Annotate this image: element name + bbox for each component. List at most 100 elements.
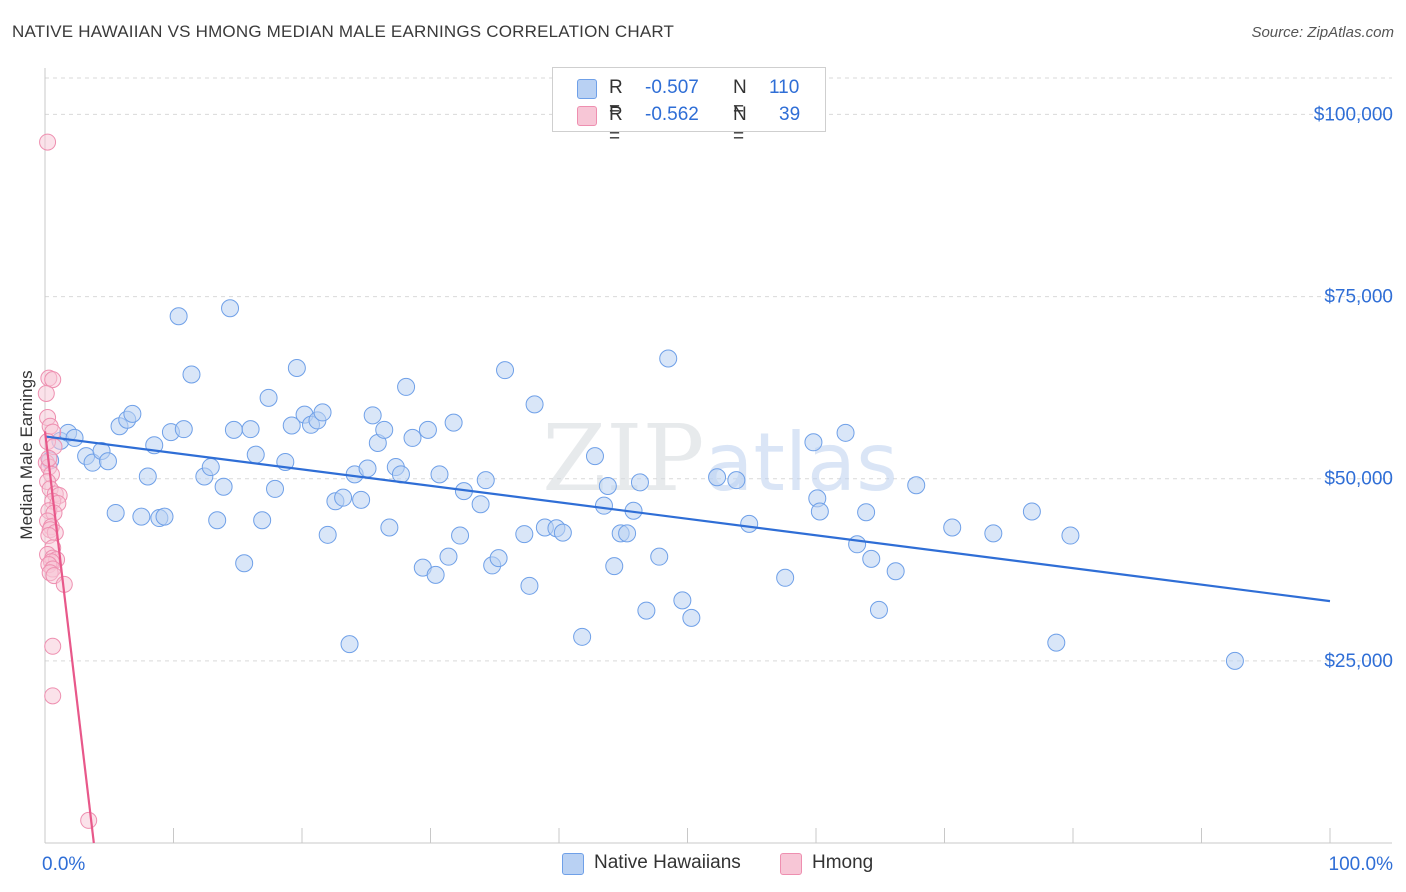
point-native-hawaiian (241, 420, 260, 439)
point-native-hawaiian (313, 403, 332, 422)
point-native-hawaiian (869, 600, 888, 619)
point-native-hawaiian (862, 549, 881, 568)
point-hmong (44, 637, 62, 655)
point-native-hawaiian (397, 377, 416, 396)
point-native-hawaiian (907, 476, 926, 495)
legend-r-value: -0.507 (645, 77, 699, 98)
point-hmong (44, 371, 62, 389)
legend-swatch-pink (577, 106, 597, 126)
point-native-hawaiian (659, 349, 678, 368)
point-native-hawaiian (282, 416, 301, 435)
point-native-hawaiian (201, 458, 220, 477)
correlation-legend: R = -0.507 N = 110 R = -0.562 N = 39 (552, 67, 826, 147)
point-native-hawaiian (857, 503, 876, 522)
legend-n-label: N = (733, 77, 747, 120)
point-native-hawaiian (403, 428, 422, 447)
point-native-hawaiian (1061, 526, 1080, 545)
point-hmong (39, 133, 57, 151)
point-native-hawaiian (214, 477, 233, 496)
point-native-hawaiian (776, 568, 795, 587)
point-native-hawaiian (418, 420, 437, 439)
y-tick-label: $50,000 (1324, 469, 1393, 490)
watermark-atlas: atlas (704, 416, 897, 509)
legend-r-label: R = (609, 104, 623, 147)
point-native-hawaiian (984, 524, 1003, 543)
point-native-hawaiian (259, 388, 278, 407)
point-hmong (37, 384, 55, 402)
point-native-hawaiian (520, 576, 539, 595)
point-native-hawaiian (266, 479, 285, 498)
trend-lines (43, 431, 1331, 844)
point-native-hawaiian (650, 547, 669, 566)
series-native-hawaiians (41, 299, 1244, 670)
point-native-hawaiian (132, 507, 151, 526)
legend-n-value: 110 (769, 77, 800, 98)
point-native-hawaiian (496, 361, 515, 380)
point-native-hawaiian (553, 523, 572, 542)
legend-swatch-blue (577, 79, 597, 99)
point-native-hawaiian (246, 445, 265, 464)
point-native-hawaiian (253, 511, 272, 530)
point-native-hawaiian (637, 601, 656, 620)
y-tick-labels: $25,000 $50,000 $75,000 $100,000 (1314, 104, 1393, 671)
point-native-hawaiian (573, 627, 592, 646)
point-native-hawaiian (334, 488, 353, 507)
point-native-hawaiian (810, 502, 829, 521)
point-native-hawaiian (585, 447, 604, 466)
watermark: ZIPatlas (542, 405, 898, 512)
gridlines (45, 77, 1392, 662)
point-native-hawaiian (618, 524, 637, 543)
legend-r-label: R = (609, 77, 623, 120)
legend-n-value: 39 (779, 104, 801, 125)
point-native-hawaiian (352, 490, 371, 509)
point-native-hawaiian (123, 404, 142, 423)
point-native-hawaiian (451, 526, 470, 545)
point-native-hawaiian (943, 518, 962, 537)
point-native-hawaiian (444, 413, 463, 432)
point-native-hawaiian (1047, 633, 1066, 652)
point-native-hawaiian (106, 503, 125, 522)
point-native-hawaiian (221, 299, 240, 318)
point-native-hawaiian (182, 365, 201, 384)
watermark-zip: ZIP (542, 405, 704, 512)
point-native-hawaiian (727, 471, 746, 490)
chart-title: NATIVE HAWAIIAN VS HMONG MEDIAN MALE EAR… (12, 22, 675, 41)
point-native-hawaiian (174, 420, 193, 439)
point-native-hawaiian (155, 507, 174, 526)
point-native-hawaiian (318, 525, 337, 544)
point-native-hawaiian (740, 514, 759, 533)
point-native-hawaiian (138, 467, 157, 486)
point-native-hawaiian (836, 423, 855, 442)
point-native-hawaiian (630, 473, 649, 492)
point-native-hawaiian (605, 557, 624, 576)
bottom-legend-label: Native Hawaiians (594, 852, 741, 873)
y-axis-label: Median Male Earnings (17, 370, 36, 539)
point-native-hawaiian (224, 420, 243, 439)
bottom-legend-label: Hmong (812, 852, 874, 873)
point-native-hawaiian (886, 562, 905, 581)
point-native-hawaiian (594, 496, 613, 515)
point-native-hawaiian (430, 465, 449, 484)
point-native-hawaiian (471, 495, 490, 514)
point-native-hawaiian (169, 307, 188, 326)
point-native-hawaiian (682, 608, 701, 627)
x-tick-labels: 0.0% 100.0% (42, 854, 1393, 875)
y-tick-label: $100,000 (1314, 104, 1393, 125)
y-tick-label: $75,000 (1324, 287, 1393, 308)
bottom-legend-swatch-blue (562, 853, 584, 875)
legend-r-value: -0.562 (645, 104, 699, 125)
trend-line-hmong (43, 431, 95, 844)
point-native-hawaiian (525, 395, 544, 414)
y-tick-label: $25,000 (1324, 651, 1393, 672)
trend-line-native-hawaiians (44, 435, 1331, 603)
point-native-hawaiian (375, 420, 394, 439)
point-native-hawaiian (98, 452, 117, 471)
point-native-hawaiian (1225, 651, 1244, 670)
point-native-hawaiian (287, 358, 306, 377)
point-native-hawaiian (598, 477, 617, 495)
point-native-hawaiian (708, 468, 727, 487)
point-native-hawaiian (515, 525, 534, 544)
point-native-hawaiian (380, 518, 399, 537)
point-native-hawaiian (476, 471, 495, 490)
